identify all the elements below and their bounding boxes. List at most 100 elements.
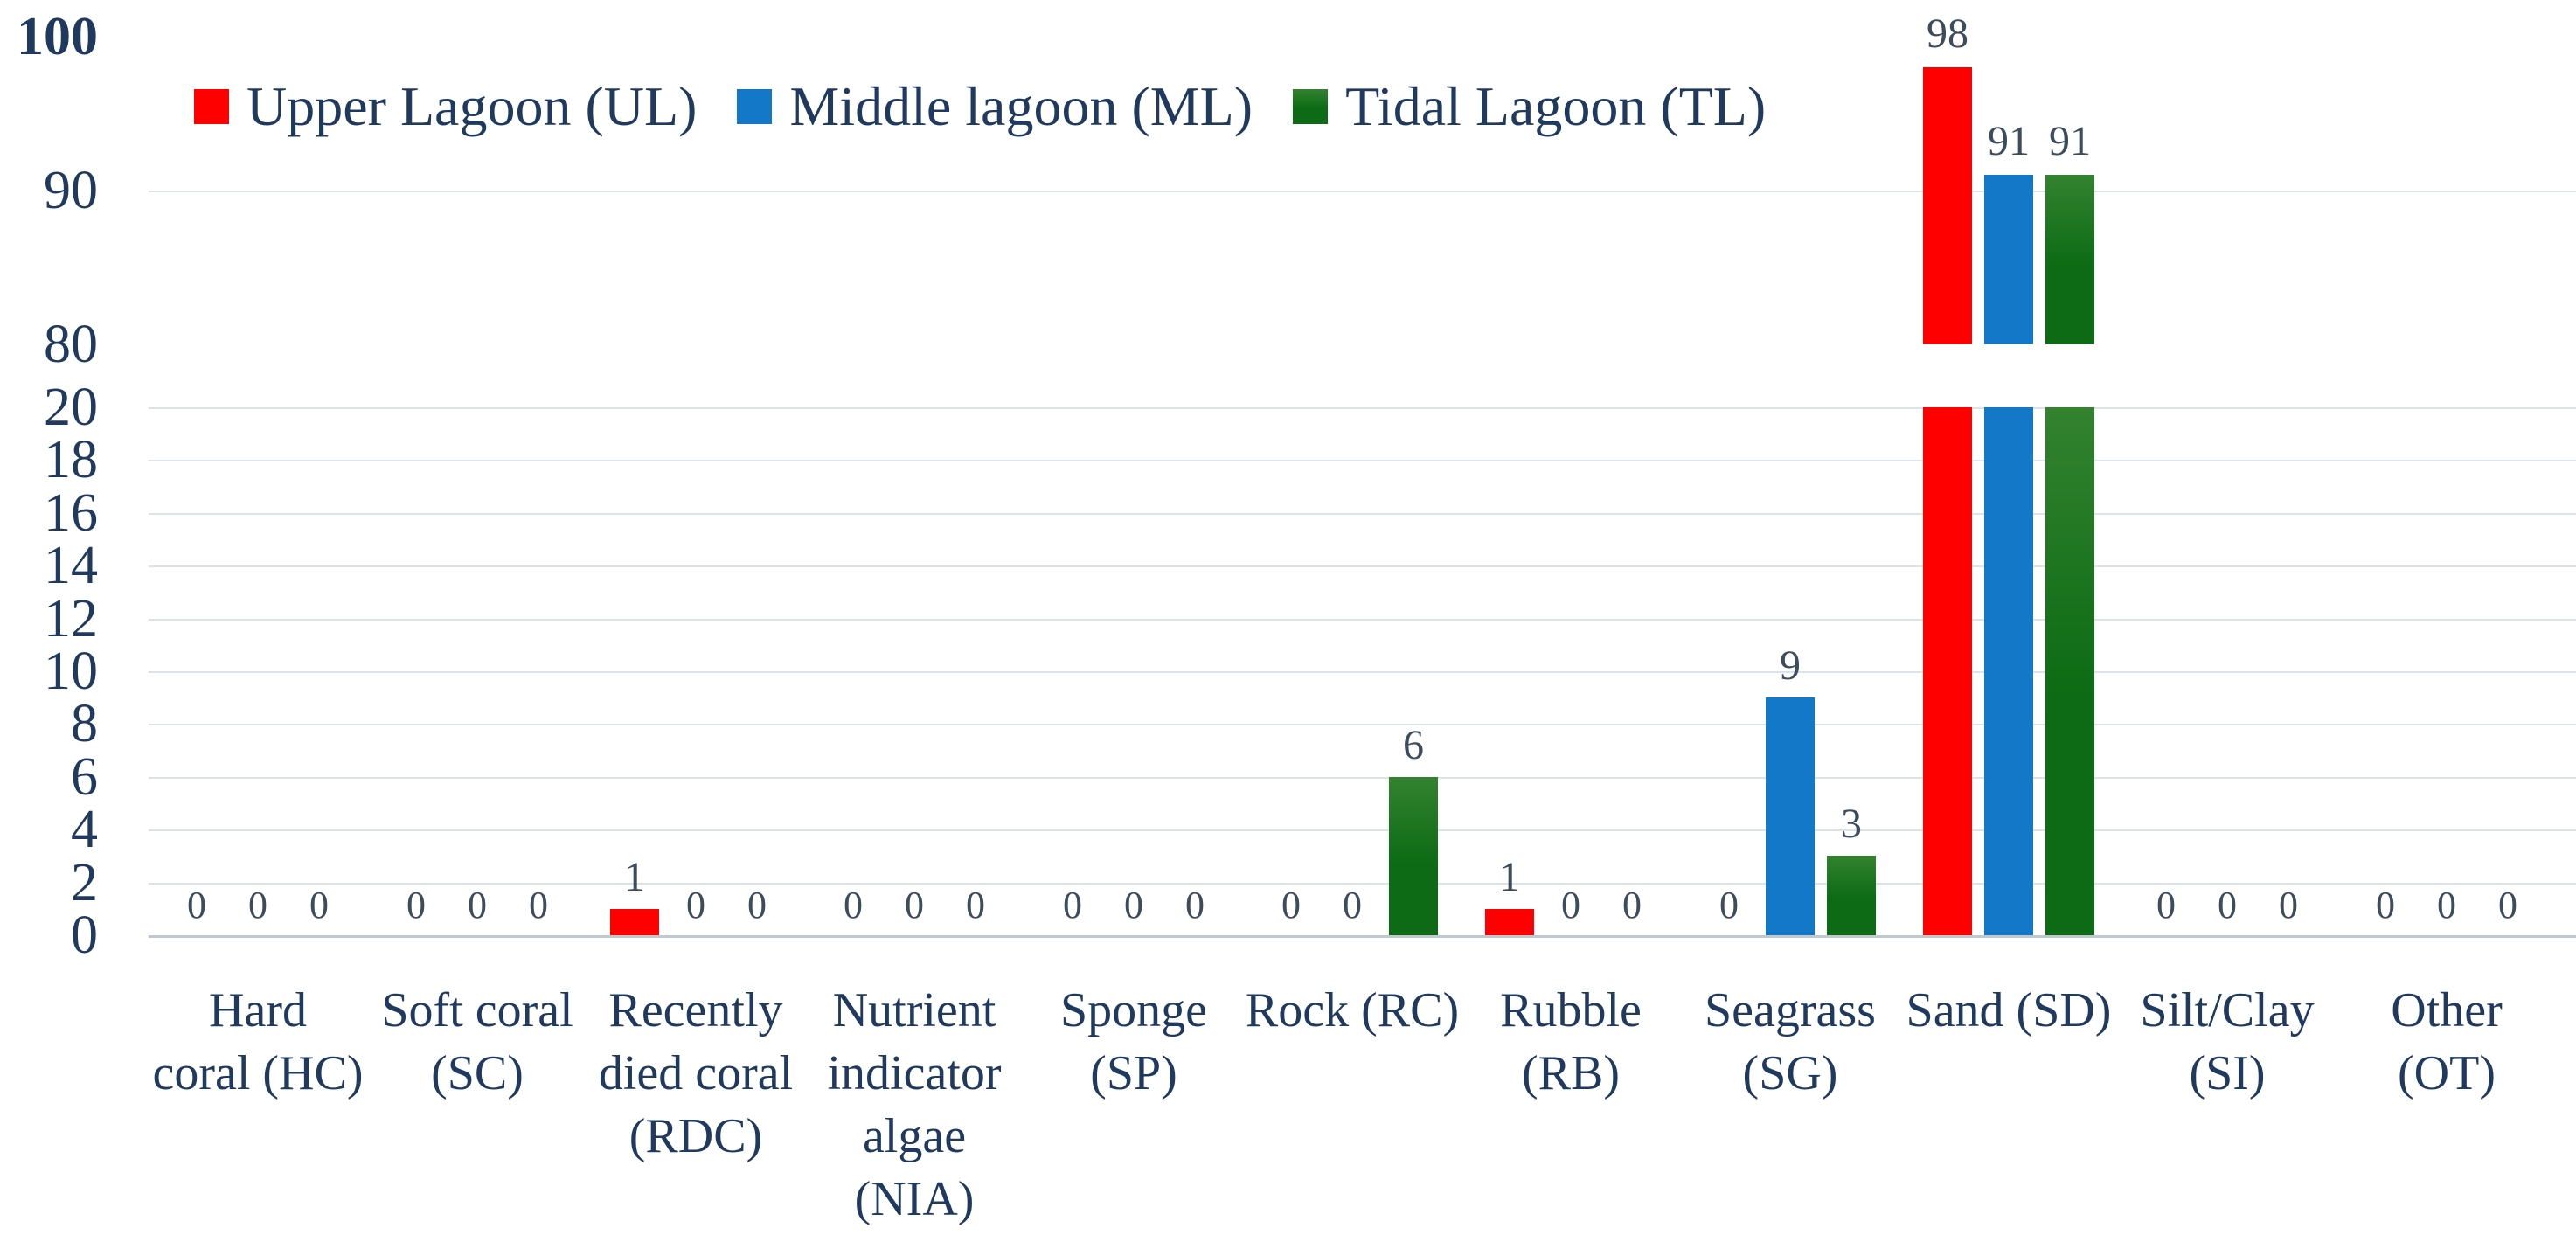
x-axis-category-label-line: died coral [598,1046,794,1100]
gridline [149,724,2576,725]
legend-label: Middle lagoon (ML) [789,75,1253,137]
x-axis-category-label: Nutrient indicator algae (NIA) [779,979,1050,1231]
data-label-zero: 0 [406,884,426,926]
data-label-zero: 0 [844,884,863,926]
y-axis-tick-label: 14 [44,536,98,595]
y-axis-tick-label: 16 [44,483,98,543]
data-label-zero: 0 [1063,884,1082,926]
data-label-zero: 0 [2376,884,2395,926]
x-axis-category-label-line: (RDC) [628,1109,763,1163]
legend-item: Upper Lagoon (UL) [194,77,697,136]
x-axis-category-label: Rock (RC) [1217,979,1488,1042]
data-label: 1 [624,854,645,900]
bar-upper-segment [1984,175,2033,344]
data-label-zero: 0 [187,884,206,926]
data-label-zero: 0 [2437,884,2456,926]
x-axis-category-label-line: Hard [209,983,307,1037]
x-axis-category-label: Sand (SD) [1873,979,2144,1042]
gridline [149,829,2576,831]
gridline [149,513,2576,515]
gridline [149,565,2576,567]
bar-seagrass-sg- [1766,697,1815,935]
data-label-zero: 0 [248,884,267,926]
data-label-zero: 0 [1343,884,1362,926]
data-label-zero: 0 [309,884,329,926]
legend-swatch-icon [194,89,229,124]
data-label-zero: 0 [468,884,487,926]
y-axis-tick-label: 18 [44,430,98,489]
y-axis-tick-label: 12 [44,589,98,649]
x-axis-category-label: Seagrass (SG) [1655,979,1926,1105]
x-axis-category-label: Rubble (RB) [1435,979,1706,1105]
x-axis-line [149,935,2576,938]
bar-sand-sd- [1984,407,2033,935]
x-axis-category-label-line: Seagrass [1705,983,1876,1037]
legend-swatch-icon [737,89,773,124]
data-label: 91 [2049,118,2091,164]
x-axis-category-label: Soft coral (SC) [342,979,613,1105]
legend-label: Upper Lagoon (UL) [246,75,698,137]
x-axis-category-label: Hard coral (HC) [122,979,393,1105]
data-label-zero: 0 [2156,884,2176,926]
chart-legend: Upper Lagoon (UL) Middle lagoon (ML) Tidal… [194,77,1766,136]
y-axis-tick-label: 20 [44,378,98,437]
y-axis-tick-label: 6 [71,747,98,807]
y-axis-tick-label: 100 [17,7,98,66]
data-label: 9 [1780,642,1801,689]
gridline [149,777,2576,779]
gridline [149,671,2576,673]
data-label-zero: 0 [1281,884,1301,926]
x-axis-category-label-line: indicator [827,1046,1002,1100]
y-axis-tick-label: 0 [71,905,98,965]
y-axis-tick-label: 2 [71,853,98,912]
x-axis-category-label-line: Nutrient [832,983,996,1037]
x-axis-category-label: Silt/Clay (SI) [2092,979,2363,1105]
x-axis-category-label-line: Other [2391,983,2503,1037]
data-label-zero: 0 [2218,884,2237,926]
data-label: 1 [1499,854,1520,900]
bar-rock-rc- [1389,777,1438,935]
gridline [149,619,2576,621]
x-axis-category-label-line: (OT) [2398,1046,2496,1100]
bar-rubble-rb- [1485,909,1534,935]
x-axis-category-label-line: algae [862,1109,967,1163]
gridline [149,460,2576,461]
x-axis-category-label-line: (SP) [1090,1046,1177,1100]
bar-upper-segment [1923,67,1972,344]
data-label-zero: 0 [747,884,767,926]
bar-sand-sd- [1923,407,1972,935]
gridline [149,883,2576,885]
gridline [149,407,2576,409]
legend-swatch-icon [1293,89,1329,124]
data-label: 98 [1927,10,1968,57]
x-axis-category-label-line: (SI) [2189,1046,2266,1100]
legend-label: Tidal Lagoon (TL) [1345,75,1767,137]
y-axis-tick-label: 8 [71,694,98,753]
legend-item: Tidal Lagoon (TL) [1293,77,1766,136]
bar-recently-died-coral-rdc- [610,909,659,935]
y-axis-tick-label: 80 [44,315,98,374]
x-axis-category-label: Other (OT) [2311,979,2576,1105]
x-axis-category-label-line: (SC) [431,1046,524,1100]
data-label-zero: 0 [1185,884,1205,926]
data-label: 3 [1841,801,1862,847]
data-label: 91 [1988,118,2030,164]
data-label-zero: 0 [1124,884,1143,926]
bar-upper-segment [2045,175,2094,344]
x-axis-category-label-line: Sand (SD) [1906,983,2112,1037]
x-axis-category-label-line: coral (HC) [152,1046,364,1100]
data-label-zero: 0 [686,884,705,926]
y-axis-tick-label: 4 [71,800,98,859]
data-label-zero: 0 [529,884,548,926]
data-label-zero: 0 [1561,884,1580,926]
x-axis-category-label-line: Sponge [1060,983,1207,1037]
x-axis-category-label-line: Recently [608,983,783,1037]
legend-item: Middle lagoon (ML) [737,77,1253,136]
y-axis-tick-label: 90 [44,161,98,220]
x-axis-category-label-line: (RB) [1522,1046,1620,1100]
data-label-zero: 0 [1719,884,1739,926]
data-label-zero: 0 [1622,884,1642,926]
x-axis-category-label: Recently died coral (RDC) [560,979,831,1168]
data-label-zero: 0 [2279,884,2298,926]
